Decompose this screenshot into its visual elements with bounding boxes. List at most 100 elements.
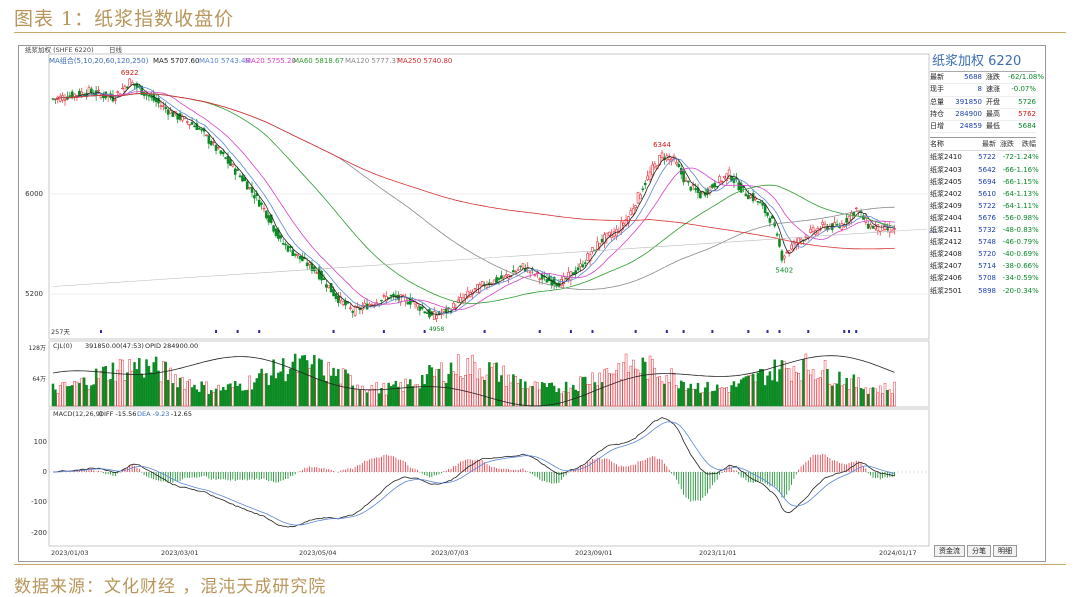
candle-body — [212, 141, 215, 144]
quote-key: 最高 — [986, 109, 1000, 118]
candle-body — [560, 279, 563, 286]
candle-body — [646, 175, 649, 180]
candle-body — [200, 129, 203, 131]
candle-body — [128, 78, 132, 87]
macd-tick-minus100: -100 — [31, 498, 47, 506]
candle-body — [368, 303, 371, 306]
contract-row[interactable]: 纸浆2410 5722 -72 -1.24% — [930, 151, 1039, 163]
volume-bar — [159, 381, 163, 407]
contract-row[interactable]: 纸浆2412 5748 -46 -0.79% — [930, 236, 1039, 248]
quote-value: 5762 — [1018, 109, 1036, 118]
quote-value: 5726 — [1018, 97, 1036, 106]
volume-bar — [150, 372, 153, 407]
tab-details[interactable]: 明细 — [993, 545, 1017, 557]
candle-body — [636, 192, 640, 204]
volume-bar — [804, 353, 808, 407]
candle-body — [308, 262, 311, 265]
candle-body — [236, 169, 239, 171]
volume-bar — [536, 382, 539, 407]
volume-bar — [356, 384, 359, 407]
candle-body — [90, 88, 93, 93]
candle-body — [581, 264, 585, 268]
candle-body — [219, 150, 223, 154]
volume-bar — [545, 386, 549, 407]
contract-row[interactable]: 纸浆2405 5694 -66 -1.15% — [930, 176, 1039, 188]
quote-value: -62/1.08% — [1008, 73, 1045, 81]
quote-key: 开盘 — [986, 97, 1000, 106]
macd-label: MACD(12,26,9) — [53, 410, 102, 418]
volume-bar — [490, 367, 494, 407]
contract-row[interactable]: 纸浆2406 5708 -34 -0.59% — [930, 272, 1039, 284]
contract-change: -40 — [1002, 250, 1014, 259]
contract-row[interactable]: 纸浆2403 5642 -66 -1.16% — [930, 164, 1039, 176]
tab-fund-flow[interactable]: 资金流 — [934, 545, 965, 557]
candle-body — [353, 306, 357, 316]
candlestick-chart[interactable]: 纸浆加权 (SHFE 6220) 日线 MA组合(5,10,20,60,120,… — [19, 45, 1045, 561]
volume-bar — [82, 377, 86, 407]
contract-percent: -1.24% — [1014, 153, 1039, 162]
ma10-line — [52, 86, 895, 314]
days-label: 257天 — [51, 328, 70, 336]
volume-bar — [329, 375, 333, 407]
contract-row[interactable]: 纸浆2404 5676 -56 -0.98% — [930, 212, 1039, 224]
volume-bar — [665, 375, 669, 407]
contract-row[interactable]: 纸浆2411 5732 -48 -0.83% — [930, 224, 1039, 236]
tab-ticks[interactable]: 分笔 — [967, 545, 991, 557]
list-header-name: 名称 — [930, 140, 944, 149]
event-marker — [236, 330, 239, 333]
contract-row[interactable]: 纸浆2409 5722 -64 -1.11% — [930, 200, 1039, 212]
volume-bar — [739, 379, 743, 407]
candle-body — [425, 312, 429, 314]
quote-key: 现手 — [930, 85, 944, 94]
volume-bar — [440, 362, 443, 407]
contract-row[interactable]: 纸浆2402 5610 -64 -1.13% — [930, 188, 1039, 200]
contract-list[interactable]: 纸浆2410 5722 -72 -1.24% 纸浆2403 5642 -66 -1.16% 纸浆… — [930, 151, 1039, 297]
volume-bar — [205, 381, 208, 407]
candle-body — [648, 171, 652, 181]
contract-last: 5722 — [978, 153, 996, 162]
volume-bar — [332, 367, 335, 407]
contract-percent: -0.69% — [1014, 250, 1039, 259]
volume-bar — [248, 375, 251, 407]
volume-bar — [540, 382, 544, 407]
volume-bar — [147, 365, 151, 407]
candle-body — [687, 180, 690, 183]
contract-row[interactable]: 纸浆2501 5898 -20 -0.34% — [930, 285, 1039, 297]
ma5-line — [52, 83, 895, 316]
volume-bar — [799, 380, 803, 407]
volume-bar — [178, 377, 182, 407]
volume-bar — [651, 359, 654, 407]
volume-bar — [461, 378, 465, 407]
volume-bar — [135, 369, 139, 407]
volume-bar — [718, 388, 721, 407]
event-marker — [843, 330, 846, 333]
volume-bar — [548, 383, 551, 407]
volume-bar — [723, 388, 726, 407]
contract-row[interactable]: 纸浆2408 5720 -40 -0.69% — [930, 248, 1039, 260]
candle-body — [188, 123, 191, 126]
candle-body — [538, 278, 542, 280]
volume-bar — [337, 369, 340, 407]
candle-body — [552, 277, 556, 285]
volume-bar — [588, 383, 592, 407]
price-tick-6000: 6000 — [25, 190, 43, 198]
volume-bar — [703, 387, 707, 407]
candle-body — [272, 225, 275, 232]
volume-bar — [73, 380, 76, 407]
contract-row[interactable]: 纸浆2407 5714 -38 -0.66% — [930, 260, 1039, 272]
volume-bar — [265, 373, 268, 407]
candle-body — [380, 299, 383, 302]
candle-body — [497, 278, 501, 280]
volume-bar — [780, 360, 784, 407]
symbol-label: 纸浆加权 (SHFE 6220) — [25, 46, 94, 54]
candle-body — [233, 168, 237, 175]
volume-bar — [579, 376, 582, 407]
volume-bar — [555, 392, 558, 407]
candle-body — [121, 87, 124, 90]
candle-body — [473, 287, 477, 290]
candle-body — [756, 201, 760, 203]
candle-body — [351, 310, 355, 313]
x-tick-1: 2023/01/03 — [51, 549, 88, 557]
volume-bar — [394, 380, 398, 407]
candle-body — [384, 295, 388, 302]
